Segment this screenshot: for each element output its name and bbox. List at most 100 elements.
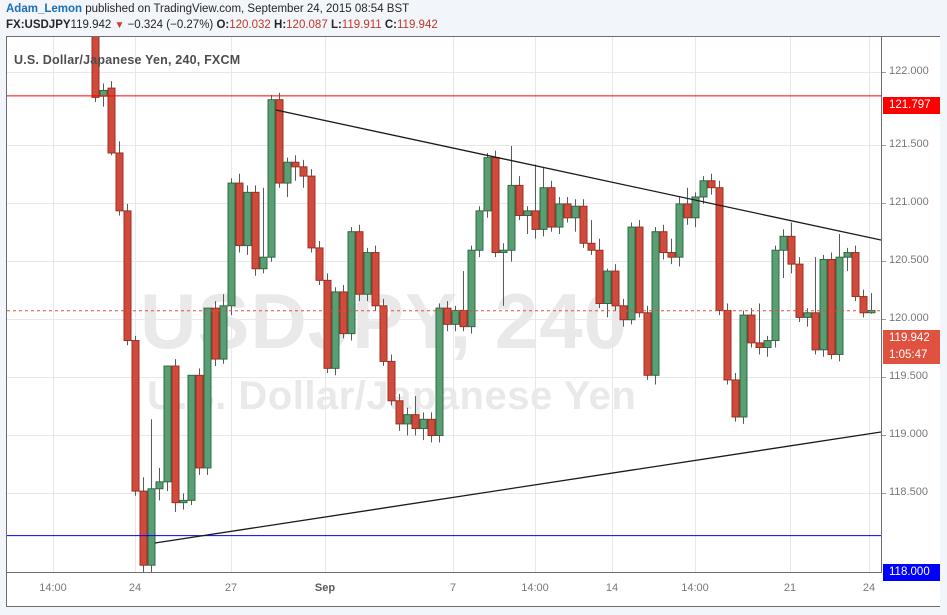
price-tick: [882, 72, 886, 73]
price-tick: [882, 319, 886, 320]
candle-body: [443, 307, 452, 325]
high-value: 120.087: [286, 19, 328, 31]
candle-body: [99, 89, 108, 97]
candle-body: [579, 205, 588, 244]
candle-body: [187, 374, 196, 501]
candle-body: [499, 249, 508, 254]
open-label: O:: [216, 19, 230, 31]
candle-body: [435, 307, 444, 437]
candle-body: [763, 340, 772, 349]
candle-body: [555, 203, 564, 228]
price-axis-label: 120.500: [889, 254, 929, 266]
candle-body: [259, 256, 268, 270]
candle-body: [171, 365, 180, 504]
candle-body: [243, 191, 252, 247]
price-tick: [882, 145, 886, 146]
candle-body: [651, 231, 660, 376]
time-axis-divider: [7, 572, 881, 573]
countdown-tag[interactable]: 1:05:47: [883, 347, 940, 364]
chart-title: U.S. Dollar/Japanese Yen, 240, FXCM: [14, 53, 241, 67]
candle-body: [515, 184, 524, 216]
candle-body: [739, 314, 748, 418]
candle-body: [139, 490, 148, 566]
time-axis-label: 7: [449, 582, 457, 594]
candle-body: [715, 187, 724, 311]
candle-body: [427, 418, 436, 437]
candle-body: [731, 379, 740, 418]
candle-body: [155, 481, 164, 490]
close-label: C:: [384, 19, 398, 31]
symbol-label[interactable]: FX:USDJPY: [6, 19, 71, 31]
candle-body: [203, 307, 212, 469]
high-label: H:: [274, 19, 287, 31]
author-name[interactable]: Adam_Lemon: [6, 3, 83, 15]
candles: [91, 37, 876, 572]
candle-body: [387, 360, 396, 402]
candle-body: [675, 203, 684, 258]
candle-body: [219, 305, 228, 360]
price-levels: [7, 95, 881, 537]
candle-body: [355, 231, 364, 295]
candle-body: [539, 187, 548, 230]
time-axis-label: 14:00: [681, 582, 709, 594]
candle-body: [131, 340, 140, 492]
candle-body: [411, 414, 420, 430]
price-axis-label: 119.500: [889, 370, 928, 382]
chart-plot-area[interactable]: USDJPY, 240 U.S. Dollar/Japanese Yen: [7, 37, 881, 572]
low-value: 119.911: [341, 19, 382, 31]
time-axis-label: 21: [783, 582, 797, 594]
candle-body: [147, 488, 156, 566]
price-axis-label: 122.000: [889, 65, 929, 77]
close-value: 119.942: [397, 19, 438, 31]
candle-body: [603, 270, 612, 305]
candle-body: [547, 187, 556, 228]
candle-body: [835, 256, 844, 355]
resistance-price-tag[interactable]: 121.797: [883, 97, 940, 114]
candle-body: [571, 205, 580, 219]
candle-body: [467, 249, 476, 328]
candle-body: [851, 252, 860, 298]
candlestick-series: [7, 37, 881, 572]
candle-body: [195, 374, 204, 469]
price-axis-label: 121.500: [889, 138, 929, 150]
last-price: 119.942: [70, 19, 112, 31]
candle-body: [667, 252, 676, 258]
price-tick: [882, 377, 886, 378]
candle-body: [723, 309, 732, 381]
candle-body: [299, 166, 308, 177]
gridlines: [7, 37, 881, 572]
time-axis[interactable]: 14:00 24 27 Sep 7 14:00 14 14:00 21 24: [7, 573, 940, 606]
candle-body: [451, 309, 460, 325]
candle-body: [635, 226, 644, 314]
price-tick: [882, 203, 886, 204]
candle-body: [507, 184, 516, 251]
candle-body: [283, 161, 292, 184]
candle-body: [483, 157, 492, 212]
price-axis[interactable]: 122.000 121.500 121.000 120.500 120.000 119.5…: [882, 37, 940, 581]
candle-body: [163, 365, 172, 483]
ascending-trendline: [154, 431, 881, 544]
time-axis-label: 14:00: [521, 582, 549, 594]
candle-body: [563, 203, 572, 219]
support-price-tag[interactable]: 118.000: [883, 564, 940, 581]
current-price-tag[interactable]: 119.942: [883, 330, 940, 347]
low-label: L:: [330, 19, 342, 31]
candle-body: [251, 191, 260, 270]
candle-body: [107, 87, 116, 154]
time-axis-label: 14:00: [39, 582, 67, 594]
publish-text: published on TradingView.com, September …: [82, 3, 410, 15]
candle-body: [683, 203, 692, 219]
candle-body: [403, 414, 412, 425]
down-arrow-icon: ▼: [114, 20, 125, 31]
candle-body: [587, 242, 596, 251]
time-axis-label: 27: [224, 582, 238, 594]
candle-body: [395, 400, 404, 425]
trendlines: [154, 109, 881, 544]
price-change: −0.324 (−0.27%): [127, 19, 214, 31]
candle-body: [843, 252, 852, 258]
candle-body: [379, 305, 388, 362]
candle-body: [659, 231, 668, 254]
candle-body: [267, 99, 276, 258]
candle-body: [531, 210, 540, 230]
candle-body: [91, 37, 100, 98]
